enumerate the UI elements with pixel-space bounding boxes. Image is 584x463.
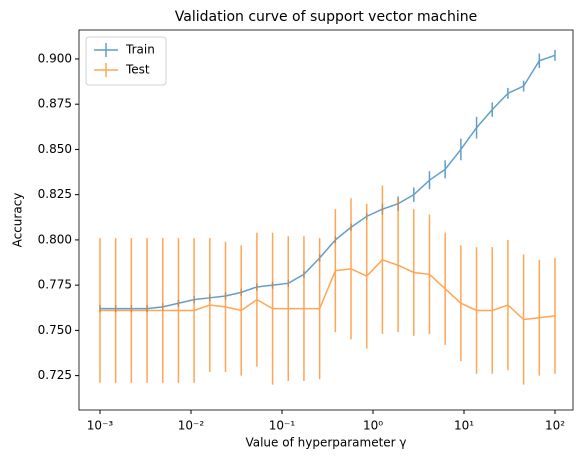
x-tick-label: 10¹ [454,419,474,433]
legend-marker [94,63,118,77]
x-tick-label: 10⁻¹ [269,419,296,433]
line [99,54,556,310]
y-tick-label: 0.900 [38,51,72,65]
x-axis-label: Value of hyperparameter γ [245,436,406,450]
y-tick-label: 0.750 [38,323,72,337]
y-tick-label: 0.775 [38,278,72,292]
x-tick-label: 10⁻² [178,419,205,433]
axes-frame [78,29,574,411]
x-tick-label: 10² [545,419,565,433]
chart-title: Validation curve of support vector machi… [175,9,477,25]
series [99,185,556,385]
y-tick-label: 0.725 [38,368,72,382]
y-tick-label: 0.825 [38,187,72,201]
series [99,49,556,313]
x-tick-label: 10⁻³ [87,419,114,433]
legend-marker [94,43,118,57]
line [99,258,556,321]
y-tick-label: 0.875 [38,97,72,111]
y-axis-label: Accuracy [11,193,25,248]
x-tick-label: 10⁰ [363,419,383,433]
legend-label: Test [125,63,150,77]
legend-label: Train [125,43,155,57]
y-tick-label: 0.850 [38,142,72,156]
y-tick-label: 0.800 [38,232,72,246]
